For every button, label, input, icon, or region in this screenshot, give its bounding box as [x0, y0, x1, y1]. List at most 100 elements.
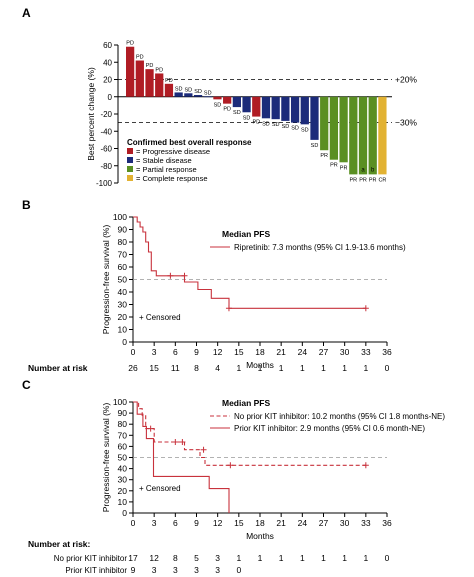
- censor-mark: [147, 425, 154, 432]
- bar-label: PR: [349, 177, 357, 183]
- risk-count: 0: [236, 565, 241, 575]
- bar-label: PD: [165, 78, 173, 84]
- risk-count: 17: [128, 553, 138, 563]
- risk-count: 1: [363, 553, 368, 563]
- y-axis-label: Progression-free survival (%): [101, 225, 111, 335]
- bar: [213, 96, 222, 100]
- risk-count: 15: [149, 363, 159, 373]
- censor-mark: [172, 438, 179, 445]
- y-tick-label: 20: [103, 76, 112, 85]
- x-tick-label: 6: [173, 518, 178, 528]
- risk-count: 26: [128, 363, 138, 373]
- y-tick-label: -20: [100, 110, 112, 119]
- bar: [242, 96, 251, 113]
- reference-line-label: +20%: [395, 75, 417, 85]
- bar-label: SD: [262, 121, 270, 127]
- bar-label: PR: [359, 177, 367, 183]
- risk-table-title: Number at risk:: [28, 539, 91, 549]
- y-tick-label: -100: [96, 179, 113, 188]
- y-tick-label: 10: [118, 325, 128, 335]
- bar: [164, 83, 174, 97]
- legend-title: Median PFS: [222, 398, 271, 408]
- bar-label: SD: [282, 124, 290, 130]
- y-tick-label: 60: [103, 41, 112, 50]
- risk-count: 3: [152, 565, 157, 575]
- y-tick-label: 100: [113, 212, 127, 222]
- risk-row-label: Prior KIT inhibitor: [65, 566, 127, 575]
- bar-label: SD: [233, 110, 241, 116]
- censored-note: + Censored: [139, 484, 181, 493]
- bar-label: SD: [301, 127, 309, 133]
- bar-label: SD: [311, 143, 319, 149]
- x-tick-label: 12: [213, 518, 223, 528]
- bar-label: SD: [291, 126, 299, 132]
- legend-title: Median PFS: [222, 229, 271, 239]
- bar: [310, 96, 319, 140]
- risk-count: 1: [236, 363, 241, 373]
- bar-label: SD: [204, 90, 212, 96]
- bar-label: PD: [126, 41, 134, 47]
- legend-swatch: [127, 175, 133, 181]
- x-tick-label: 9: [194, 347, 199, 357]
- waterfall-chart: 60 40 20 0 -20 -40 -60 -80 -100 Best percent chan…: [86, 41, 417, 188]
- bar: [300, 96, 309, 125]
- x-tick-label: 21: [276, 518, 286, 528]
- risk-count: 1: [363, 363, 368, 373]
- risk-count: 1: [279, 553, 284, 563]
- risk-count: 4: [215, 363, 220, 373]
- x-tick-label: 12: [213, 347, 223, 357]
- risk-count: 1: [279, 363, 284, 373]
- y-tick-label: 100: [113, 397, 127, 407]
- bar-superscript: a: [361, 167, 365, 173]
- y-tick-label: 10: [118, 497, 128, 507]
- bar-label: CR: [378, 177, 386, 183]
- y-tick-label: 80: [118, 237, 128, 247]
- censor-mark: [362, 462, 369, 469]
- censor-mark: [179, 438, 186, 445]
- risk-count: 0: [385, 363, 390, 373]
- panel-letter-c: C: [22, 378, 31, 392]
- y-tick-label: 0: [122, 337, 127, 347]
- panel-letter-b: B: [22, 198, 31, 212]
- x-tick-label: 33: [361, 518, 371, 528]
- risk-count: 1: [321, 553, 326, 563]
- risk-count: 1: [342, 553, 347, 563]
- legend-swatch: [127, 148, 133, 154]
- km-curve: [133, 401, 230, 513]
- bar: [145, 69, 154, 97]
- x-tick-label: 33: [361, 347, 371, 357]
- bar: [290, 96, 300, 123]
- y-tick-label: 90: [118, 225, 128, 235]
- x-tick-label: 3: [152, 518, 157, 528]
- x-tick-label: 27: [319, 347, 329, 357]
- y-tick-label: 0: [108, 93, 113, 102]
- bar: [358, 96, 368, 175]
- y-tick-label: 40: [118, 287, 128, 297]
- x-axis-label: Months: [246, 531, 274, 541]
- x-tick-label: 24: [298, 518, 308, 528]
- y-tick-label: 70: [118, 250, 128, 260]
- bar-label: PD: [146, 63, 154, 69]
- censor-mark: [225, 305, 232, 312]
- legend-title: Confirmed best overall response: [127, 138, 252, 147]
- panel-letter-a: A: [22, 6, 31, 20]
- censored-note: + Censored: [139, 313, 181, 322]
- censor-mark: [362, 305, 369, 312]
- x-tick-label: 36: [382, 518, 392, 528]
- y-tick-label: -40: [100, 127, 112, 136]
- y-tick-label: 20: [118, 486, 128, 496]
- censor-mark: [200, 446, 207, 453]
- risk-count: 1: [300, 553, 305, 563]
- bar-label: SD: [214, 102, 222, 108]
- y-tick-label: 50: [118, 275, 128, 285]
- y-axis-label: Progression-free survival (%): [101, 403, 111, 513]
- legend-label: No prior KIT inhibitor: 10.2 months (95%…: [234, 412, 445, 421]
- risk-count: 5: [194, 553, 199, 563]
- km-curve: [133, 216, 366, 309]
- bar: [252, 96, 261, 117]
- bar-label: PD: [252, 120, 260, 126]
- bar-label: PD: [223, 107, 231, 113]
